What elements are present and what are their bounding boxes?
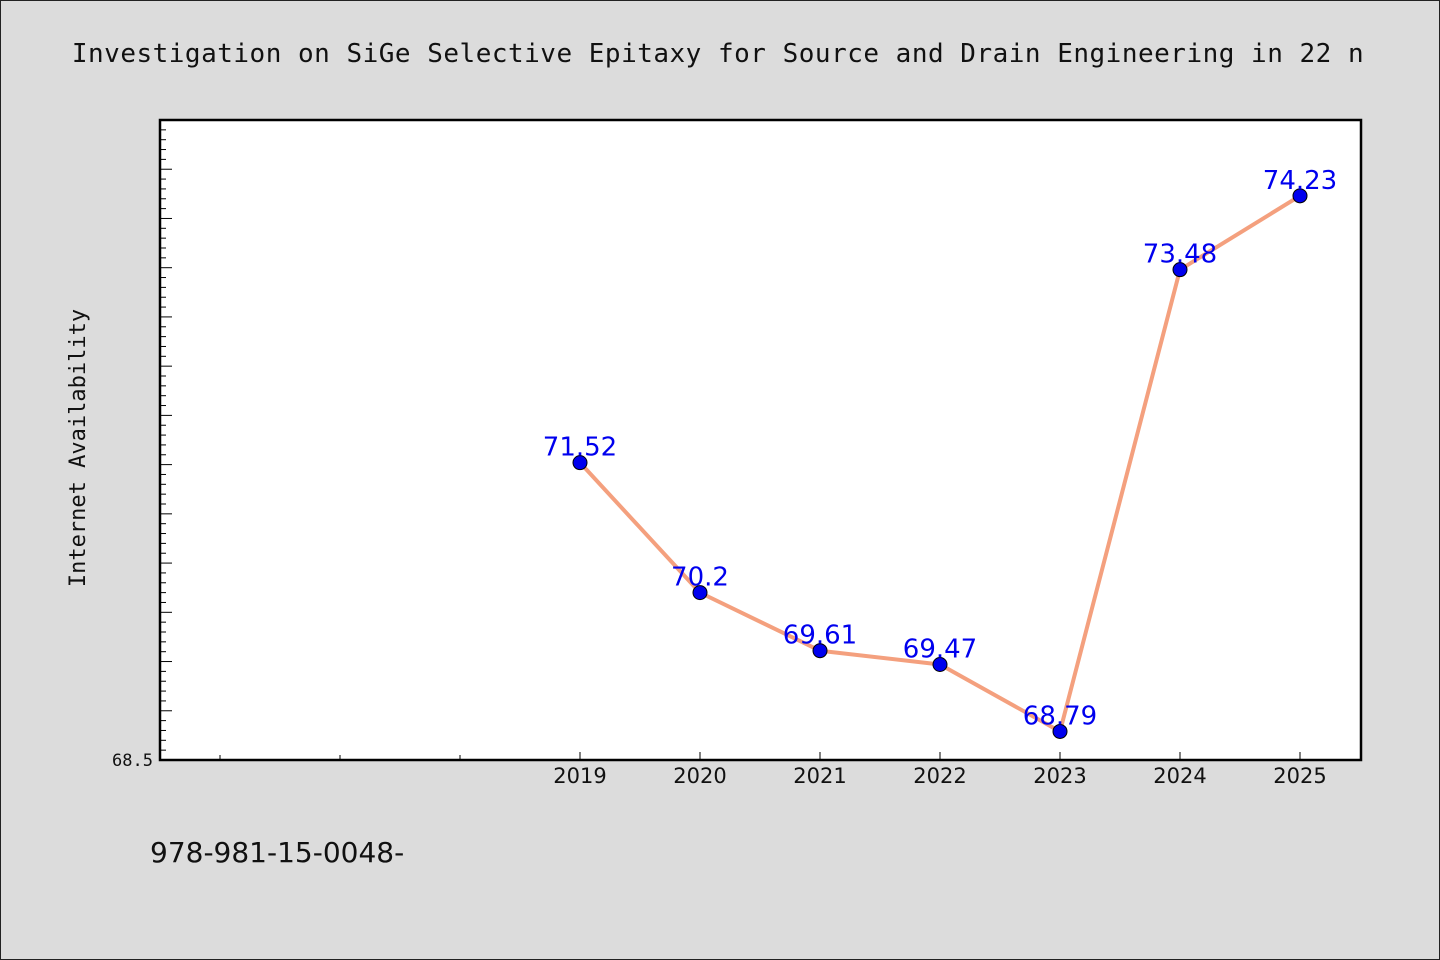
data-point — [1172, 262, 1188, 278]
data-labels: 71.52 70.2 69.61 69.47 68.79 73.48 74.23 — [543, 166, 1337, 732]
x-tick-label: 2022 — [913, 764, 966, 788]
plot-area — [158, 118, 1363, 762]
data-point — [812, 643, 828, 659]
x-tick-label: 2023 — [1033, 764, 1086, 788]
data-point — [1052, 723, 1068, 739]
y-axis-label: Internet Availability — [66, 309, 91, 587]
data-label: 74.23 — [1263, 166, 1337, 196]
y-tick-label-min: 68.5 — [112, 751, 153, 771]
data-label: 69.61 — [783, 621, 857, 651]
footer-text: 978-981-15-0048- — [150, 836, 404, 869]
data-point — [572, 455, 588, 471]
x-axis-ticks — [219, 752, 1301, 760]
data-label: 71.52 — [543, 433, 617, 463]
data-label: 69.47 — [903, 634, 977, 664]
chart-title: Investigation on SiGe Selective Epitaxy … — [72, 39, 1364, 69]
x-tick-label: 2024 — [1153, 764, 1206, 788]
series-points — [572, 188, 1308, 739]
x-tick-label: 2021 — [793, 764, 846, 788]
x-tick-label: 2019 — [553, 764, 606, 788]
data-label: 73.48 — [1143, 240, 1217, 270]
data-label: 68.79 — [1023, 701, 1097, 731]
x-tick-label: 2020 — [673, 764, 726, 788]
x-tick-label: 2025 — [1273, 764, 1326, 788]
y-axis-ticks — [160, 129, 172, 761]
data-point — [932, 656, 948, 672]
x-axis-tick-labels: 2019 2020 2021 2022 2023 2024 2025 — [553, 764, 1326, 788]
data-point — [692, 585, 708, 601]
data-label: 70.2 — [671, 563, 729, 593]
data-point — [1292, 188, 1308, 204]
